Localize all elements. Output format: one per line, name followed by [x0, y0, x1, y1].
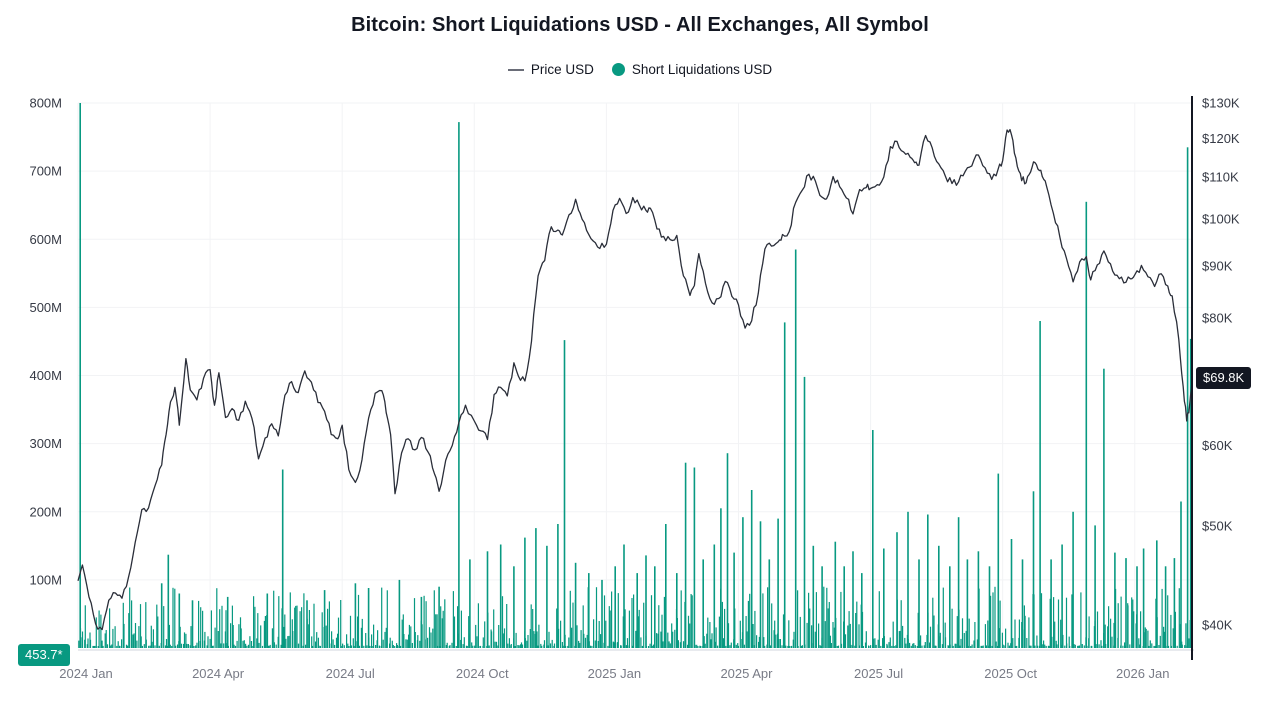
gridlines — [77, 102, 1192, 648]
y-left-tick-label: 400M — [29, 368, 62, 383]
legend-label-price: Price USD — [530, 62, 594, 77]
legend-label-liquidations: Short Liquidations USD — [631, 62, 773, 77]
y-right-tick-label: $90K — [1202, 258, 1233, 273]
y-right-tick-label: $40K — [1202, 618, 1233, 633]
last-liquidation-badge: 453.7* — [18, 644, 70, 666]
x-tick-label: 2025 Jul — [854, 666, 903, 681]
y-right-tick-label: $80K — [1202, 311, 1233, 326]
x-tick-label: 2024 Jul — [326, 666, 375, 681]
y-left-tick-label: 600M — [29, 232, 62, 247]
y-right-tick-label: $100K — [1202, 212, 1240, 227]
line-glyph-icon — [507, 68, 524, 71]
y-right-tick-label: $110K — [1202, 169, 1239, 184]
dot-glyph-icon — [611, 63, 625, 76]
x-tick-label: 2025 Jan — [588, 666, 642, 681]
y-left-tick-label: 100M — [29, 572, 62, 587]
x-tick-label: 2025 Oct — [984, 666, 1037, 681]
y-left-tick-label: 800M — [29, 96, 62, 111]
y-left-tick-label: 300M — [29, 436, 62, 451]
legend-item-price[interactable]: Price USD — [507, 62, 594, 77]
x-tick-label: 2024 Oct — [456, 666, 509, 681]
y-right-tick-label: $120K — [1202, 131, 1240, 146]
y-left-tick-label: 500M — [29, 300, 62, 315]
liquidation-bars — [78, 103, 1192, 649]
x-tick-label: 2025 Apr — [720, 666, 773, 681]
y-left-tick-label: 700M — [29, 164, 62, 179]
price-line — [77, 128, 1193, 631]
x-tick-label: 2026 Jan — [1116, 666, 1170, 681]
y-right-tick-label: $60K — [1202, 438, 1233, 453]
y-right-tick-label: $50K — [1202, 519, 1233, 534]
legend: Price USD Short Liquidations USD — [0, 62, 1280, 77]
last-price-badge: $69.8K — [1196, 367, 1252, 390]
legend-item-liquidations[interactable]: Short Liquidations USD — [611, 62, 773, 77]
chart-title: Bitcoin: Short Liquidations USD - All Ex… — [351, 14, 929, 36]
x-tick-label: 2024 Apr — [192, 666, 245, 681]
y-right-tick-label: $130K — [1202, 96, 1240, 111]
x-tick-label: 2024 Jan — [59, 666, 113, 681]
y-left-tick-label: 200M — [29, 504, 62, 519]
